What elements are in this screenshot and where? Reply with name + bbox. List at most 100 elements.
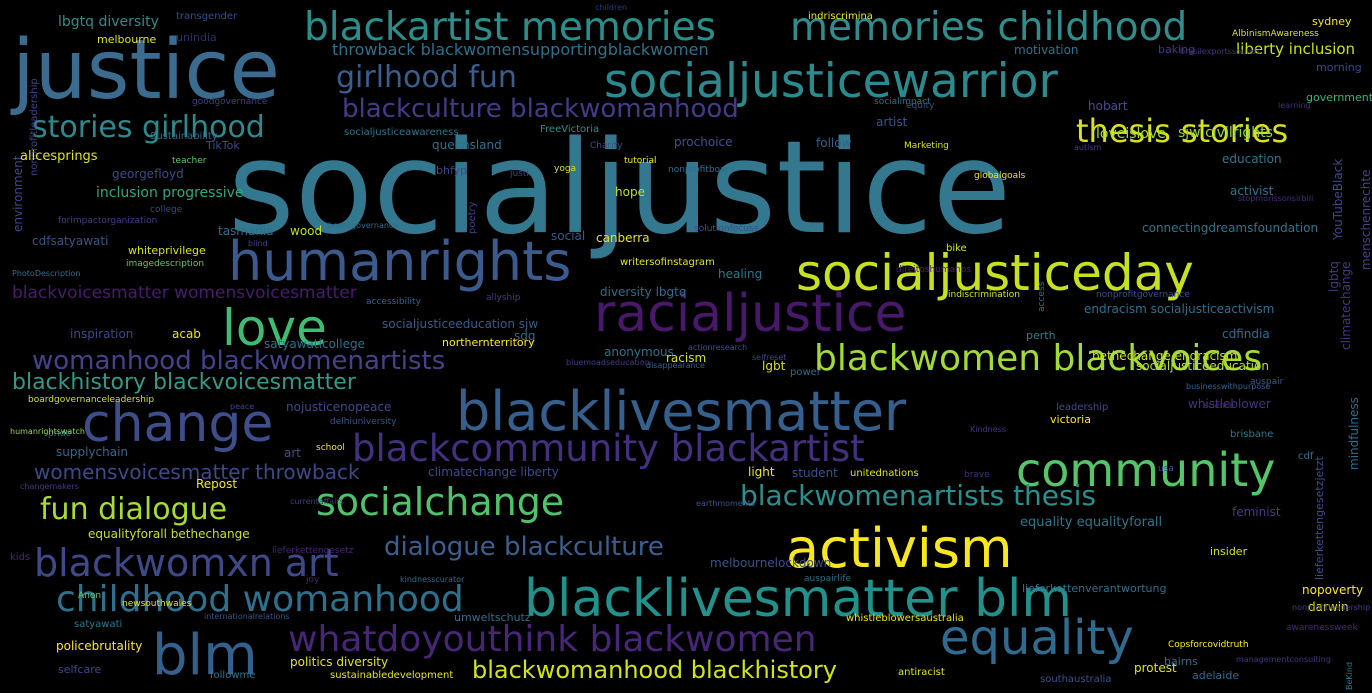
cloud-word: satyawaticollege [264,337,365,351]
cloud-word: healing [718,267,763,281]
cloud-word: whatdoyouthink blackwomen [288,619,817,660]
cloud-word: politics diversity [290,655,389,669]
cloud-word: prochoice [674,135,733,149]
cloud-word: earthmoments [696,499,756,508]
cloud-word: humanrightswatch [10,427,85,436]
cloud-word: FreeVictoria [540,124,600,135]
cloud-word: bhfyp [436,164,468,177]
cloud-word: equality [940,610,1134,666]
cloud-word: lgbt [762,359,786,373]
cloud-word: pride [48,429,72,439]
cloud-word: lieferkettenverantwortung [1022,582,1167,595]
cloud-word: queensland [432,138,502,152]
cloud-word: loveislove [1096,126,1166,142]
cloud-word: socialjusticeeducation sjw [382,317,539,331]
cloud-word: usa [1158,464,1174,474]
cloud-word: imagedescription [126,259,205,269]
cloud-word: poetry [467,201,478,234]
cloud-word: government [1306,91,1372,104]
cloud-word: brisbane [1230,429,1274,440]
cloud-word: blackvoicesmatter womensvoicesmatter [12,283,357,303]
cloud-word: AlbinismAwareness [1232,29,1319,39]
cloud-word: umweltschutz [454,611,531,624]
cloud-word: cdfindia [1222,327,1270,341]
cloud-word: accessibility [366,297,421,307]
cloud-word: fun dialogue [40,492,228,527]
cloud-word: canberra [596,231,650,245]
cloud-word: baking [1158,43,1196,56]
cloud-word: lieferkettengesetzjetzt [1313,456,1326,580]
cloud-word: girlhood fun [336,60,517,95]
cloud-word: autism [1074,143,1102,152]
cloud-word: nopoverty [1302,583,1364,597]
cloud-word: unitednations [850,468,919,479]
cloud-word: protest [1134,661,1177,675]
cloud-word: socialjusticeeducation [1136,359,1269,373]
cloud-word: bike [946,243,967,254]
cloud-word: peace [230,402,255,411]
cloud-word: childhood womanhood [56,579,464,620]
cloud-word: socialjusticeday [796,244,1194,302]
cloud-word: kindnesscurator [400,575,465,584]
cloud-word: changemakers [20,482,79,491]
cloud-word: businesswithpurpose [1186,382,1271,391]
cloud-word: racism [666,351,707,365]
cloud-word: joy [306,575,320,585]
cloud-word: adelaide [1192,669,1240,682]
cloud-word: socialchange [316,480,565,524]
cloud-word: satyawati [74,619,123,630]
cloud-word: stories girlhood [32,110,265,145]
cloud-word: Repost [196,477,238,491]
cloud-word: selfcare [58,663,102,676]
cloud-word: actionresearch [688,343,748,352]
cloud-word: anonymous [604,345,674,359]
cloud-word: YouTubeBlack [1331,158,1345,240]
cloud-word: Sustainability [150,131,218,142]
cloud-word: bairns [1164,655,1198,668]
cloud-word: bluemoadseducation [566,358,650,367]
cloud-word: change [82,394,274,454]
cloud-word: perth [1026,329,1056,342]
cloud-word: followme [210,670,256,681]
cloud-word: cdf [1298,451,1314,462]
cloud-word: brasilexportssounds [1180,47,1261,56]
cloud-word: womanhood blackwomenartists [32,346,446,376]
cloud-word: boardgovernanceleadership [28,395,155,405]
cloud-word: blackcommunity blackartist [352,427,865,470]
cloud-word: endracism socialjusticeactivism [1084,302,1275,316]
cloud-word: college [150,205,183,215]
cloud-word: climatechange liberty [428,465,559,479]
cloud-word: diversity lbgtq [600,285,687,299]
cloud-word: socialjusticewarrior [604,54,1058,109]
cloud-word: cdfsatyawati [32,234,109,248]
cloud-word: Kindness [970,425,1006,434]
cloud-word: indriscrimina [808,11,873,22]
cloud-word: blackwomxn art [34,541,339,585]
cloud-word: activist [1230,184,1274,198]
cloud-word: morning [1316,61,1362,74]
cloud-word: liberty inclusion [1236,40,1356,58]
cloud-word: connectingdreamsfoundation [1142,221,1319,235]
cloud-word: unindia [176,31,217,44]
cloud-word: BeKind [1345,661,1354,690]
cloud-word: blackwomanhood blackhistory [472,656,838,684]
cloud-word: inspiration [70,327,134,341]
cloud-word: school [316,443,345,453]
cloud-word: supplychain [56,445,129,459]
cloud-word: Copsforcovidtruth [1168,640,1249,650]
cloud-word: art [284,446,301,460]
cloud-word: humanrights [228,230,572,293]
cloud-word: kids [10,552,31,563]
cloud-word: internationalrelations [204,612,290,621]
cloud-word: delhiuniversity [330,417,397,427]
cloud-word: blacklivesmatter [456,380,907,443]
cloud-word: justice [12,23,280,118]
cloud-word: climatechange [1339,261,1353,350]
cloud-word: sustainabledevelopment [330,670,454,681]
cloud-word: auspair [1250,377,1284,387]
cloud-word: equalityforall bethechange [88,527,250,541]
cloud-word: womensvoicesmatter throwback [34,460,360,484]
cloud-word: newsouthwales [122,599,192,609]
cloud-word: memories childhood [790,5,1188,50]
cloud-word: auspairlife [804,574,852,584]
